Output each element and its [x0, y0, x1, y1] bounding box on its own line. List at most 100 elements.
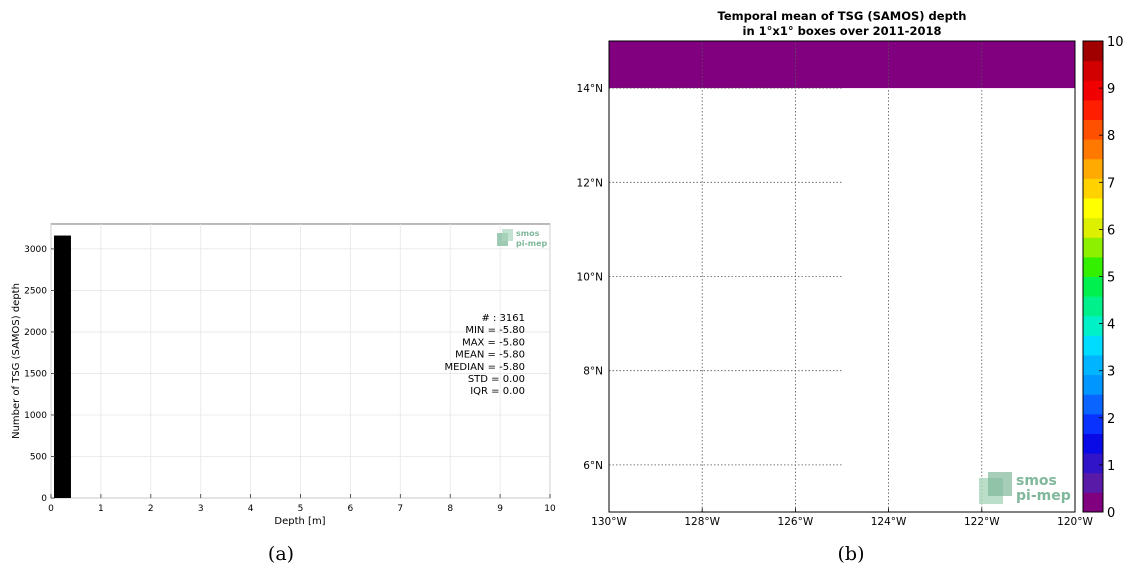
logo-large-text-line1: smos: [1016, 473, 1057, 489]
histogram-x-tick-label: 5: [298, 504, 304, 514]
map-y-tick-label: 8°N: [583, 366, 603, 378]
histogram-y-tick-label: 1000: [24, 411, 47, 421]
statistic-line: MEAN = -5.80: [455, 350, 525, 361]
map-frame: [608, 40, 1076, 513]
colorbar-segment: [1083, 158, 1103, 179]
statistic-line: STD = 0.00: [468, 374, 525, 385]
colorbar-tick-label: 10: [1107, 35, 1124, 50]
map-x-tick-label: 130°W: [591, 516, 627, 528]
histogram-y-tick-label: 2500: [24, 286, 47, 296]
colorbar-tick-label: 7: [1107, 176, 1115, 191]
colorbar-segment: [1083, 60, 1103, 81]
colorbar-tick-label: 4: [1107, 318, 1115, 333]
histogram-x-tick-label: 1: [98, 504, 104, 514]
map-title: Temporal mean of TSG (SAMOS) depth: [718, 9, 967, 23]
histogram-x-tick-label: 2: [148, 504, 154, 514]
map-y-tick-label: 12°N: [577, 177, 603, 189]
histogram-x-ticks: 0 1 2 3 4 5 6 7 8 9 10: [48, 494, 556, 514]
colorbar-segment: [1083, 237, 1103, 258]
statistic-line: MIN = -5.80: [465, 325, 525, 336]
histogram-y-ticks: 0 500 1000 1500 2000 2500 3000: [24, 245, 55, 504]
logo-text-line1: smos: [516, 229, 540, 238]
colorbar-segment: [1083, 472, 1103, 493]
colorbar-segment: [1083, 256, 1103, 277]
colorbar-segment: [1083, 41, 1103, 62]
map-cells: [609, 41, 1075, 89]
colorbar-ticks: 0 1 2 3 4 5 6 7 8 9 10: [1099, 35, 1124, 521]
histogram-y-tick-label: 2000: [24, 328, 47, 338]
map-panel: Temporal mean of TSG (SAMOS) depth in 1°…: [577, 9, 1124, 565]
histogram-x-tick-label: 4: [248, 504, 254, 514]
histogram-x-tick-label: 9: [497, 504, 503, 514]
colorbar-segment: [1083, 413, 1103, 434]
histogram-x-tick-label: 10: [544, 504, 556, 514]
colorbar-segment: [1083, 315, 1103, 336]
map-y-tick-label: 14°N: [577, 83, 603, 95]
histogram-x-tick-label: 3: [198, 504, 204, 514]
histogram-panel: 0 1 2 3 4 5 6 7 8 9 10 0 500 1000 1500 2000 2500 3000 De…: [11, 223, 556, 565]
logo-text-line2: pi-mep: [516, 239, 548, 248]
histogram-y-tick-label: 500: [30, 452, 47, 462]
smos-logo-large: smos pi-mep: [979, 472, 1071, 504]
map-subtitle: in 1°x1° boxes over 2011-2018: [743, 24, 942, 38]
colorbar: [1083, 41, 1103, 513]
colorbar-tick-label: 2: [1107, 412, 1115, 427]
histogram-bar: [54, 235, 71, 499]
colorbar-segment: [1083, 178, 1103, 199]
colorbar-segment: [1083, 139, 1103, 160]
map-grid: [609, 41, 983, 512]
colorbar-tick-label: 1: [1107, 459, 1115, 474]
map-x-tick-label: 124°W: [871, 516, 907, 528]
map-x-tick-label: 128°W: [684, 516, 720, 528]
colorbar-tick-label: 0: [1107, 506, 1115, 521]
smos-logo-small: smos pi-mep: [497, 229, 548, 248]
histogram-y-tick-label: 1500: [24, 369, 47, 379]
colorbar-segment: [1083, 335, 1103, 356]
colorbar-segment: [1083, 433, 1103, 454]
colorbar-tick-label: 8: [1107, 129, 1115, 144]
map-y-tick-label: 6°N: [583, 460, 603, 472]
histogram-y-tick-label: 0: [41, 494, 47, 504]
map-x-tick-label: 122°W: [964, 516, 1000, 528]
histogram-x-label: Depth [m]: [274, 516, 325, 527]
smos-logo-icon-layer: [502, 229, 513, 241]
statistic-line: MEDIAN = -5.80: [444, 362, 525, 373]
colorbar-segment: [1083, 492, 1103, 513]
map-y-tick-label: 10°N: [577, 272, 603, 284]
map-x-tick-label: 120°W: [1057, 516, 1093, 528]
map-y-ticks: 6°N 8°N 10°N 12°N 14°N: [577, 83, 603, 472]
colorbar-segment: [1083, 119, 1103, 140]
statistic-line: # : 3161: [481, 313, 525, 324]
histogram-y-label: Number of TSG (SAMOS) depth: [11, 283, 22, 439]
caption-a: (a): [268, 543, 294, 565]
histogram-grid: [50, 224, 551, 499]
colorbar-segment: [1083, 296, 1103, 317]
colorbar-segment: [1083, 453, 1103, 474]
histogram-y-tick-label: 3000: [24, 245, 47, 255]
colorbar-segment: [1083, 99, 1103, 120]
map-cell: [609, 41, 1075, 89]
logo-large-text-line2: pi-mep: [1016, 488, 1071, 504]
histogram-x-tick-label: 0: [48, 504, 54, 514]
histogram-bars: [54, 235, 71, 499]
colorbar-segment: [1083, 217, 1103, 238]
smos-logo-large-icon-layer: [988, 472, 1012, 496]
colorbar-tick-label: 5: [1107, 271, 1115, 286]
map-x-ticks: 130°W 128°W 126°W 124°W 122°W 120°W: [591, 508, 1093, 528]
statistic-line: MAX = -5.80: [462, 337, 525, 348]
colorbar-tick-label: 9: [1107, 82, 1115, 97]
histogram-x-tick-label: 7: [397, 504, 403, 514]
map-x-tick-label: 126°W: [778, 516, 814, 528]
colorbar-segment: [1083, 80, 1103, 101]
colorbar-frame: [1082, 40, 1104, 513]
colorbar-tick-label: 3: [1107, 365, 1115, 380]
colorbar-segment: [1083, 355, 1103, 376]
histogram-x-tick-label: 8: [447, 504, 453, 514]
statistic-line: IQR = 0.00: [470, 386, 525, 397]
colorbar-tick-label: 6: [1107, 223, 1115, 238]
caption-b: (b): [838, 543, 865, 565]
histogram-x-tick-label: 6: [348, 504, 354, 514]
colorbar-segment: [1083, 374, 1103, 395]
